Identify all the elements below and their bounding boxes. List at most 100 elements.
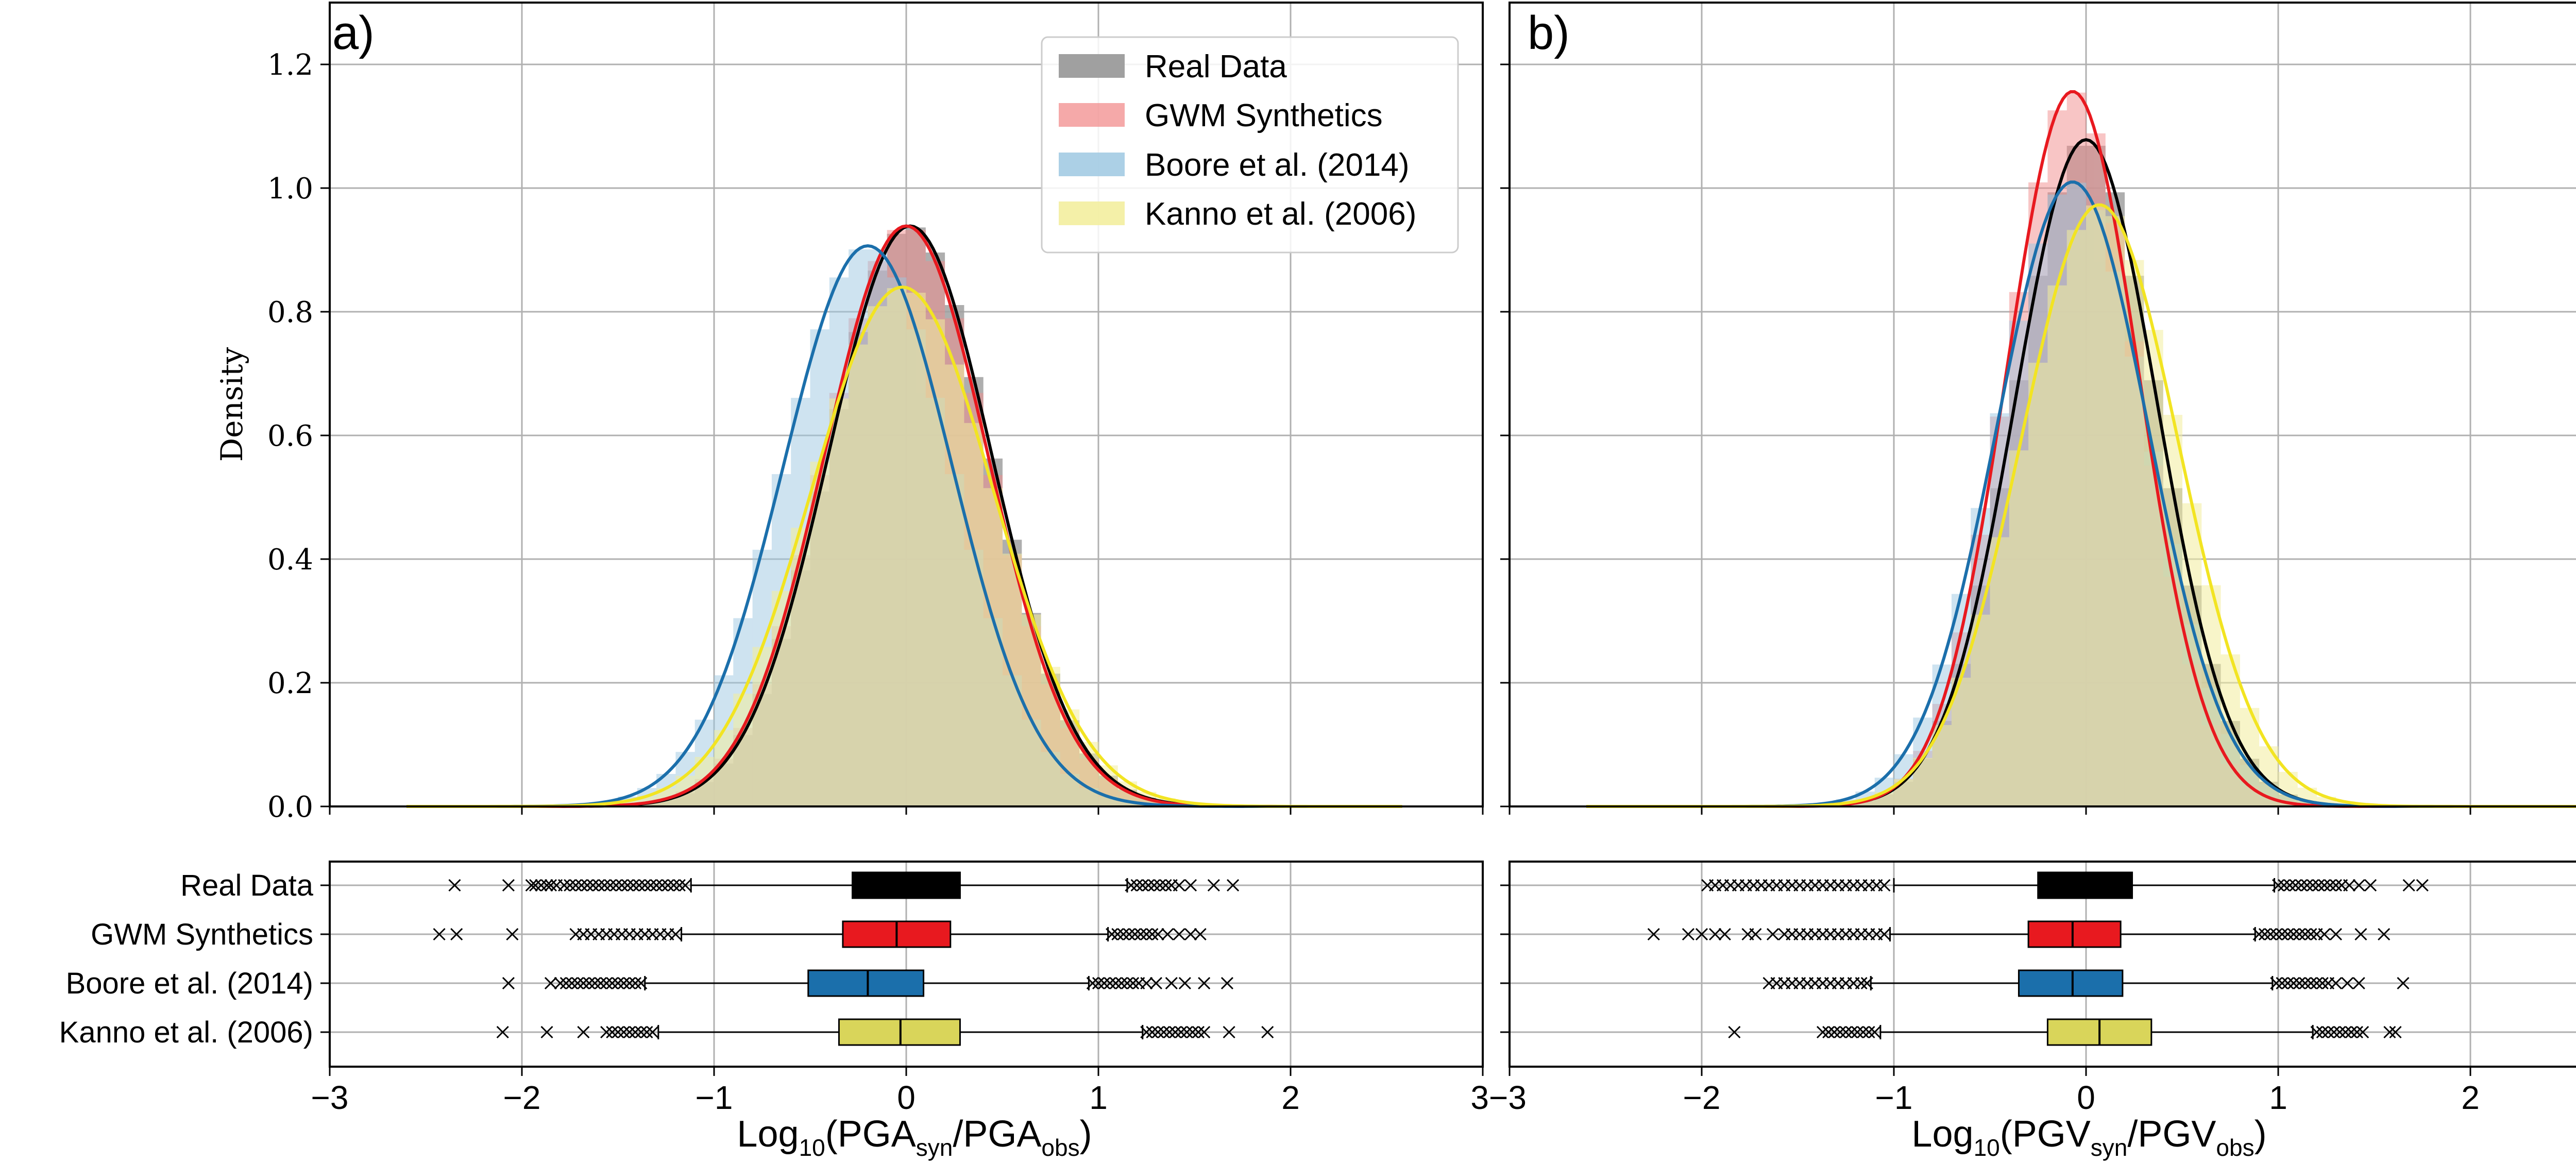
flier-marker xyxy=(1092,976,1105,990)
flier-marker xyxy=(646,1025,659,1039)
flier-stroke xyxy=(1227,879,1240,892)
flier-stroke xyxy=(1149,976,1162,990)
flier-stroke xyxy=(1134,928,1147,941)
flier-marker xyxy=(540,1025,553,1039)
flier-marker xyxy=(600,1025,613,1039)
x-axis-label-a: Log10(PGAsyn/PGAobs) xyxy=(737,1114,1092,1161)
histogram-bar xyxy=(983,488,1003,806)
x-axis-label-b: Log10(PGVsyn/PGVobs) xyxy=(1911,1114,2266,1161)
flier-stroke xyxy=(638,879,651,892)
x-label-b-base: Log xyxy=(1911,1114,1973,1155)
flier-stroke xyxy=(2328,1025,2341,1039)
flier-stroke xyxy=(2264,928,2277,941)
flier-stroke xyxy=(1845,1025,1858,1039)
flier-marker xyxy=(604,879,617,892)
flier-stroke xyxy=(583,976,596,990)
flier-marker xyxy=(1127,976,1140,990)
flier-stroke xyxy=(629,1025,642,1039)
flier-stroke xyxy=(554,976,567,990)
flier-stroke xyxy=(2397,976,2410,990)
flier-stroke xyxy=(633,879,646,892)
flier-marker xyxy=(2304,976,2317,990)
flier-stroke xyxy=(2270,976,2283,990)
flier-marker xyxy=(2299,976,2312,990)
flier-stroke xyxy=(2350,1025,2363,1039)
flier-stroke xyxy=(1192,1025,1205,1039)
flier-marker xyxy=(617,976,630,990)
x-label-a-close: ) xyxy=(1080,1114,1092,1155)
flier-marker xyxy=(2329,976,2342,990)
flier-marker xyxy=(565,976,579,990)
flier-stroke xyxy=(1142,879,1155,892)
flier-marker xyxy=(448,879,461,892)
flier-marker xyxy=(2276,976,2289,990)
flier-marker xyxy=(606,1025,619,1039)
flier-marker xyxy=(2307,879,2319,892)
box-row-gwm-synthetics xyxy=(433,920,1207,948)
flier-marker xyxy=(581,879,594,892)
legend-swatch-real-data xyxy=(1059,54,1125,78)
flier-marker xyxy=(544,976,557,990)
flier-marker xyxy=(1123,928,1136,941)
flier-stroke xyxy=(1184,928,1197,941)
flier-stroke xyxy=(2287,976,2300,990)
flier-stroke xyxy=(1111,928,1124,941)
flier-stroke xyxy=(577,976,590,990)
legend-label-kanno: Kanno et al. (2006) xyxy=(1145,196,1416,232)
flier-marker xyxy=(1163,1025,1176,1039)
flier-stroke xyxy=(2295,879,2308,892)
flier-stroke xyxy=(1855,976,1868,990)
flier-marker xyxy=(1142,879,1155,892)
x-label-a-den-sub: obs xyxy=(1041,1134,1079,1161)
histogram-bar xyxy=(2066,230,2087,806)
flier-marker xyxy=(1121,976,1134,990)
flier-stroke xyxy=(679,879,692,892)
flier-marker xyxy=(1140,928,1153,941)
flier-marker xyxy=(2350,1025,2363,1039)
y-tick-label: 0.6 xyxy=(267,419,313,453)
flier-stroke xyxy=(575,879,588,892)
flier-marker xyxy=(623,1025,636,1039)
flier-marker xyxy=(2252,928,2265,941)
flier-marker xyxy=(606,976,619,990)
flier-stroke xyxy=(2304,976,2317,990)
flier-marker xyxy=(1106,928,1118,941)
flier-marker xyxy=(1828,1025,1841,1039)
flier-stroke xyxy=(1180,1025,1193,1039)
histogram-bar xyxy=(906,293,926,806)
flier-stroke xyxy=(644,879,657,892)
flier-stroke xyxy=(650,879,663,892)
box-row-kanno-et-al-2006- xyxy=(496,1018,1274,1046)
flier-stroke xyxy=(2378,928,2391,941)
flier-marker xyxy=(1104,976,1116,990)
flier-stroke xyxy=(594,976,607,990)
flier-stroke xyxy=(2343,879,2356,892)
box-row-real-data xyxy=(1701,871,2429,899)
legend-label-boore: Boore et al. (2014) xyxy=(1145,147,1410,183)
histogram-bar xyxy=(887,288,907,806)
flier-stroke xyxy=(1169,1025,1182,1039)
flier-marker xyxy=(656,879,669,892)
flier-stroke xyxy=(662,879,674,892)
flier-marker xyxy=(1149,976,1162,990)
flier-stroke xyxy=(2276,976,2289,990)
flier-stroke xyxy=(612,976,624,990)
flier-marker xyxy=(627,879,640,892)
flier-stroke xyxy=(2345,1025,2358,1039)
flier-stroke xyxy=(640,1025,653,1039)
x-label-a-sub: 10 xyxy=(799,1134,825,1161)
flier-marker xyxy=(1194,928,1207,941)
flier-marker xyxy=(506,928,519,941)
flier-stroke xyxy=(2299,928,2312,941)
flier-stroke xyxy=(2329,879,2342,892)
flier-marker xyxy=(1868,1025,1881,1039)
flier-stroke xyxy=(2281,928,2294,941)
flier-stroke xyxy=(2339,1025,2352,1039)
flier-marker xyxy=(586,879,600,892)
flier-marker xyxy=(2287,976,2300,990)
flier-marker xyxy=(525,879,538,892)
flier-stroke xyxy=(1115,976,1128,990)
flier-marker xyxy=(612,976,624,990)
flier-stroke xyxy=(600,976,613,990)
flier-stroke xyxy=(502,976,515,990)
